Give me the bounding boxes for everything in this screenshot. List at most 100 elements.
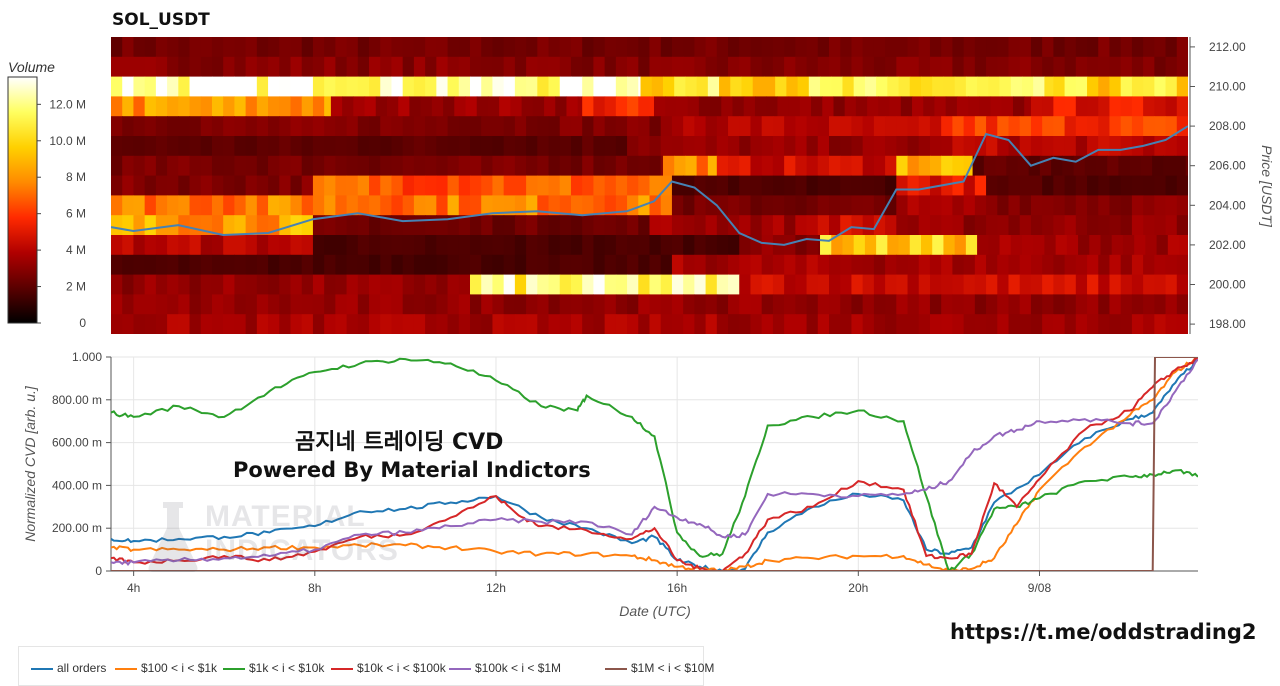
- heatmap-cell: [649, 235, 662, 256]
- heatmap-cell: [223, 76, 236, 97]
- heatmap-cell: [649, 155, 662, 177]
- heatmap-cell: [503, 155, 516, 177]
- heatmap-cell: [1053, 96, 1066, 117]
- heatmap-cell: [965, 235, 978, 256]
- heatmap-cell: [831, 235, 844, 256]
- heatmap-cell: [223, 294, 236, 315]
- heatmap-cell: [983, 155, 996, 177]
- heatmap-cell: [963, 294, 976, 315]
- legend-item[interactable]: $10k < i < $100k: [331, 661, 446, 675]
- heatmap-cell: [707, 155, 718, 177]
- heatmap-cell: [548, 215, 561, 236]
- heatmap-cell: [245, 294, 258, 315]
- heatmap-cell: [1143, 136, 1155, 157]
- heatmap-cell: [481, 314, 494, 334]
- legend-item[interactable]: $100 < i < $1k: [115, 661, 217, 675]
- heatmap-cell: [189, 155, 202, 177]
- heatmap-cell: [1019, 274, 1032, 295]
- heatmap-cell: [739, 37, 752, 58]
- heatmap-cell: [178, 314, 191, 334]
- heatmap-cell: [862, 254, 875, 276]
- heatmap-cell: [526, 56, 538, 78]
- heatmap-cell: [898, 76, 911, 97]
- heatmap-cell: [1030, 274, 1043, 295]
- heatmap-cell: [817, 294, 830, 315]
- heatmap-cell: [997, 274, 1010, 295]
- heatmap-cell: [111, 76, 123, 97]
- heatmap-cell: [245, 116, 258, 137]
- colorbar-tick-label: 0: [79, 316, 86, 330]
- heatmap-cell: [1154, 254, 1167, 276]
- heatmap-cell: [896, 155, 909, 177]
- heatmap-cell: [1143, 314, 1155, 334]
- heatmap-cell: [997, 136, 1010, 157]
- heatmap-cell: [1098, 215, 1111, 236]
- heatmap-cell: [784, 155, 796, 177]
- heatmap-cell: [775, 76, 787, 97]
- heatmap-cell: [1143, 56, 1155, 78]
- heatmap-cell: [1042, 175, 1054, 196]
- legend-item[interactable]: $100k < i < $1M: [449, 661, 561, 675]
- heatmap-cell: [582, 76, 595, 97]
- heatmap-cell: [369, 56, 381, 78]
- heatmap-cell: [301, 215, 314, 236]
- heatmap-cell: [864, 76, 877, 97]
- heatmap-cell: [492, 215, 505, 236]
- heatmap-cell: [1120, 195, 1133, 216]
- heatmap-cell: [526, 136, 538, 157]
- heatmap-cell: [660, 274, 673, 295]
- heatmap-cell: [829, 37, 841, 58]
- heatmap-cell: [694, 254, 707, 276]
- heatmap-cell: [470, 294, 482, 315]
- telegram-link[interactable]: https://t.me/oddstrading2: [950, 620, 1257, 644]
- heatmap-cell: [155, 235, 168, 256]
- watermark-line-2: INDICATORS: [205, 534, 399, 567]
- heatmap-cell: [795, 155, 808, 177]
- legend-item[interactable]: $1M < i < $10M: [605, 661, 714, 675]
- heatmap-cell: [974, 274, 987, 295]
- heatmap-cell: [375, 96, 388, 117]
- heatmap-cell: [963, 175, 976, 196]
- heatmap-cell: [1064, 254, 1077, 276]
- heatmap-cell: [447, 136, 460, 157]
- heatmap-cell: [851, 195, 864, 216]
- legend-item[interactable]: all orders: [31, 661, 106, 675]
- heatmap-cell: [1062, 155, 1075, 177]
- heatmap-cell: [952, 136, 965, 157]
- heatmap-cell: [822, 96, 835, 117]
- heatmap-cell: [772, 314, 785, 334]
- heatmap-cell: [1042, 215, 1054, 236]
- heatmap-cell: [268, 175, 280, 196]
- heatmap-cell: [1066, 235, 1079, 256]
- heatmap-cell: [739, 294, 752, 315]
- heatmap-cell: [570, 76, 583, 97]
- heatmap-cell: [640, 76, 653, 97]
- heatmap-cell: [1176, 274, 1188, 295]
- heatmap-cell: [615, 96, 628, 117]
- heatmap-cell: [671, 175, 684, 196]
- legend-label: $10k < i < $100k: [357, 661, 446, 675]
- heatmap-cell: [369, 195, 381, 216]
- heatmap-cell: [279, 96, 292, 117]
- heatmap-cell: [256, 37, 269, 58]
- legend-item[interactable]: $1k < i < $10k: [223, 661, 324, 675]
- heatmap-cell: [111, 254, 123, 276]
- heatmap-cell: [458, 235, 471, 256]
- heatmap-cell: [301, 76, 314, 97]
- heatmap-cell: [840, 37, 853, 58]
- heatmap-cell: [638, 96, 651, 117]
- heatmap-cell: [514, 116, 527, 137]
- heatmap-cell: [458, 37, 471, 58]
- heatmap-cell: [683, 254, 695, 276]
- heatmap-cell: [1131, 96, 1144, 117]
- legend-swatch: [223, 667, 245, 670]
- heatmap-cell: [920, 235, 933, 256]
- heatmap-cell: [133, 314, 146, 334]
- heatmap-cell: [1120, 136, 1133, 157]
- heatmap-cell: [885, 155, 897, 177]
- heatmap-cell: [167, 294, 179, 315]
- heatmap-cell: [739, 175, 752, 196]
- legend-swatch: [31, 667, 53, 670]
- date-tick-label: 12h: [486, 581, 506, 595]
- heatmap-cell: [907, 37, 920, 58]
